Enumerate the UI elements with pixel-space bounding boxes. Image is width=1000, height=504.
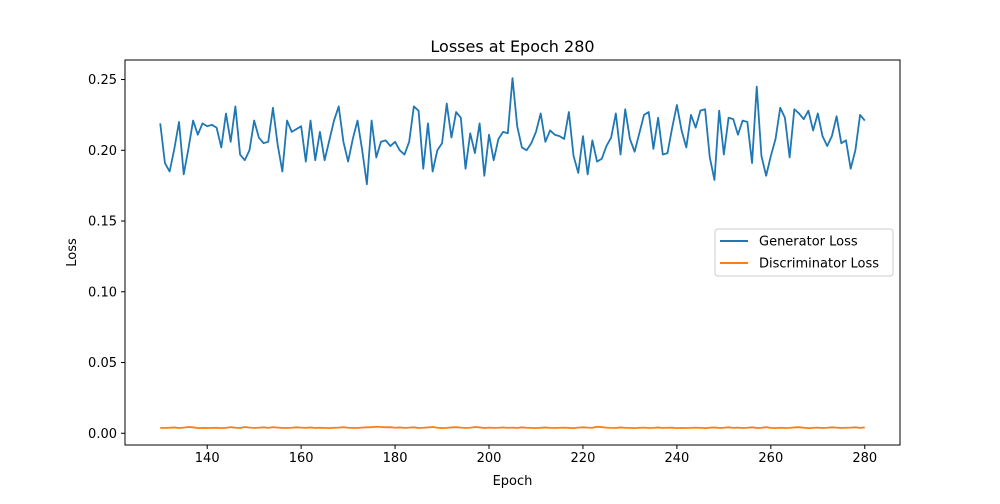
y-tick-label: 0.10 bbox=[88, 285, 117, 300]
y-tick-label: 0.05 bbox=[88, 356, 117, 371]
x-tick-label: 280 bbox=[852, 451, 877, 466]
legend-label-discriminator: Discriminator Loss bbox=[759, 257, 879, 272]
plot-area-frame bbox=[124, 59, 901, 446]
legend: Generator Loss Discriminator Loss bbox=[714, 228, 894, 277]
x-tick-label: 200 bbox=[477, 451, 502, 466]
y-tick-label: 0.20 bbox=[88, 144, 117, 159]
x-tick-label: 240 bbox=[664, 451, 689, 466]
x-axis: 140 160 180 200 220 240 260 280 bbox=[195, 445, 877, 466]
legend-box bbox=[714, 228, 894, 277]
x-tick-label: 160 bbox=[289, 451, 314, 466]
series-line-discriminator-loss bbox=[160, 425, 865, 430]
x-axis-label: Epoch bbox=[493, 474, 533, 489]
y-tick-label: 0.25 bbox=[88, 73, 117, 88]
x-tick-label: 220 bbox=[571, 451, 596, 466]
series-line-generator-loss bbox=[159, 77, 866, 186]
chart-title: Losses at Epoch 280 bbox=[430, 37, 594, 56]
legend-label-generator: Generator Loss bbox=[759, 235, 858, 250]
x-tick-label: 140 bbox=[195, 451, 220, 466]
y-tick-label: 0.00 bbox=[88, 427, 117, 442]
x-tick-label: 260 bbox=[758, 451, 783, 466]
y-tick-label: 0.15 bbox=[88, 215, 117, 230]
y-axis: 0.00 0.05 0.10 0.15 0.20 0.25 bbox=[88, 73, 125, 442]
x-tick-label: 180 bbox=[383, 451, 408, 466]
series-layer bbox=[159, 77, 866, 430]
y-axis-label: Loss bbox=[65, 238, 80, 267]
